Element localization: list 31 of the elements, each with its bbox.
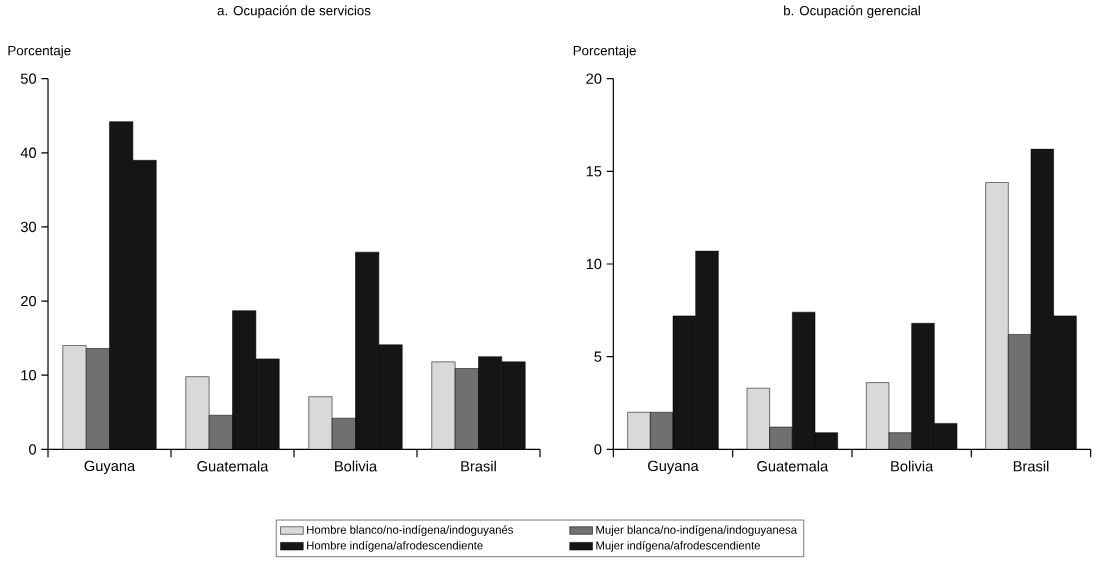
y-tick-label: 30 [20, 221, 37, 232]
x-tick-label: Brasil [461, 460, 496, 472]
y-tick-label: 10 [21, 369, 37, 381]
y-axis-title: Porcentaje [8, 45, 71, 58]
bar [185, 376, 210, 450]
x-tick-label: Guatemala [197, 460, 269, 472]
y-tick-label: 0 [29, 444, 37, 455]
x-tick-label: Guyana [648, 460, 699, 474]
chart-title: a. Ocupación de servicios [217, 5, 371, 18]
x-tick-label: Bolivia [891, 460, 934, 472]
legend-label: Mujer indígena/afrodescendiente [596, 540, 760, 552]
legend-label: Hombre indígena/afrodescendiente [307, 540, 483, 552]
y-tick-label: 20 [21, 295, 37, 307]
y-tick-label: 40 [20, 147, 37, 158]
y-tick-label: 10 [586, 258, 602, 270]
x-tick-label: Guyana [84, 460, 136, 474]
y-tick-label: 50 [20, 73, 37, 84]
y-tick-label: 20 [586, 73, 602, 84]
legend-label: Mujer blanca/no-indígena/indoguyanesa [596, 525, 798, 536]
x-tick-label: Bolivia [335, 460, 378, 472]
x-tick-label: Brasil [1013, 460, 1049, 472]
bar [431, 361, 456, 450]
bar [308, 396, 333, 450]
y-tick-label: 5 [594, 351, 602, 362]
chart-title: b. Ocupación gerencial [784, 5, 920, 18]
bar [62, 345, 87, 450]
legend-label: Hombre blanco/no-indígena/indoguyanés [307, 525, 514, 536]
x-tick-label: Guatemala [757, 460, 829, 472]
y-axis-title: Porcentaje [573, 45, 636, 58]
y-tick-label: 0 [594, 444, 602, 455]
y-tick-label: 15 [586, 166, 602, 177]
